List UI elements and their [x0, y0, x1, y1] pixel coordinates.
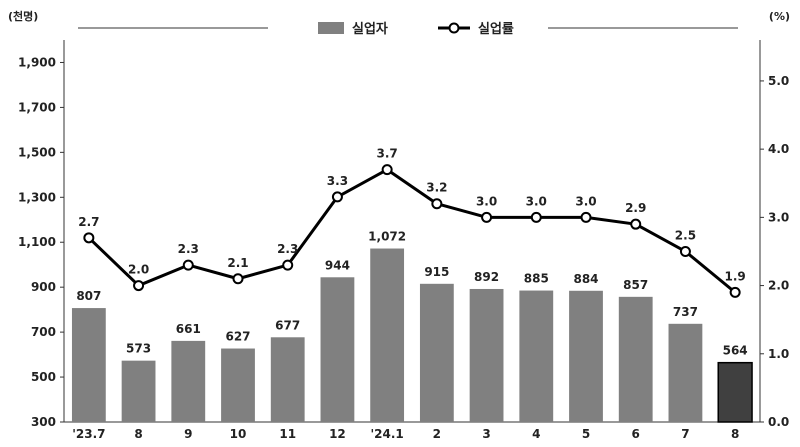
legend-bar-label: 실업자: [352, 21, 388, 37]
rate-point: [182, 259, 194, 271]
x-tick-label: 11: [279, 427, 296, 441]
x-tick-label: 8: [134, 427, 142, 441]
bar-value-label: 627: [225, 330, 250, 344]
left-tick-label: 1,900: [18, 55, 56, 69]
left-tick-label: 900: [31, 280, 56, 294]
left-tick-label: 1,500: [18, 145, 56, 159]
rate-point: [729, 286, 741, 298]
bar: [519, 290, 554, 422]
left-tick-label: 1,700: [18, 100, 56, 114]
left-tick-label: 700: [31, 325, 56, 339]
rate-point: [530, 211, 542, 223]
legend-line-label: 실업률: [478, 21, 514, 37]
bar: [419, 283, 454, 422]
bar-value-label: 573: [126, 342, 151, 356]
right-tick-label: 2.0: [768, 279, 789, 293]
right-tick-label: 1.0: [768, 347, 789, 361]
bar-value-label: 915: [424, 265, 449, 279]
plot-area: 300 500 700 900 1,100 1,300 1,500 1,700 1,900 0.0…: [18, 40, 789, 441]
bar-value-label: 885: [524, 272, 549, 286]
right-axis-unit: (%): [769, 10, 790, 23]
x-tick-label: 9: [184, 427, 192, 441]
left-tick-label: 1,300: [18, 190, 56, 204]
bar: [618, 296, 653, 422]
rate-point: [232, 273, 244, 285]
bar: [717, 361, 753, 423]
bar: [71, 308, 106, 422]
rate-value-label: 2.1: [227, 256, 248, 270]
rate-value-label: 2.0: [128, 263, 149, 277]
bar-value-label: 944: [325, 258, 350, 272]
left-axis-unit: (천명): [8, 9, 38, 23]
x-tick-label: 7: [681, 427, 689, 441]
rate-value-label: 2.7: [78, 215, 99, 229]
bar-value-label: 677: [275, 318, 300, 332]
right-tick-label: 4.0: [768, 142, 789, 156]
rate-point: [481, 211, 493, 223]
rate-point: [381, 164, 393, 176]
rate-point: [630, 218, 642, 230]
rate-value-label: 3.0: [476, 194, 497, 208]
x-tick-label: 8: [731, 427, 739, 441]
bar-value-label: 564: [723, 344, 748, 358]
legend: 실업자 실업률: [318, 21, 514, 37]
rate-value-label: 3.0: [526, 194, 547, 208]
x-tick-label: 6: [632, 427, 640, 441]
x-tick-label: 4: [532, 427, 540, 441]
rate-value-label: 3.7: [377, 147, 398, 161]
bar: [569, 290, 603, 422]
x-tick-label: 12: [329, 427, 346, 441]
rate-point: [431, 198, 443, 210]
left-tick-label: 500: [31, 370, 56, 384]
rate-value-label: 3.0: [575, 194, 596, 208]
rate-point: [679, 245, 691, 257]
bar: [121, 360, 156, 422]
legend-line-marker: [448, 22, 460, 34]
rate-value-label: 2.3: [178, 242, 199, 256]
x-tick-label: 10: [230, 427, 247, 441]
bar-value-label: 661: [176, 322, 201, 336]
right-tick-label: 3.0: [768, 210, 789, 224]
bar: [469, 288, 504, 422]
rate-line: [87, 168, 737, 294]
rate-point: [83, 232, 95, 244]
left-tick-label: 300: [31, 415, 56, 429]
right-tick-label: 5.0: [768, 74, 789, 88]
rate-value-label: 2.5: [675, 228, 696, 242]
left-tick-label: 1,100: [18, 235, 56, 249]
x-tick-label: 3: [482, 427, 490, 441]
rate-point: [282, 259, 294, 271]
legend-bar-swatch: [318, 22, 344, 34]
rate-value-label: 2.9: [625, 201, 646, 215]
bar: [370, 248, 405, 422]
rate-point: [331, 191, 343, 203]
x-tick-label: '24.1: [371, 427, 404, 441]
rate-value-label: 1.9: [725, 269, 746, 283]
rate-point: [580, 211, 592, 223]
bar-value-label: 1,072: [368, 230, 406, 244]
bar-value-label: 737: [673, 305, 698, 319]
bar-value-label: 857: [623, 278, 648, 292]
bar-value-label: 892: [474, 270, 499, 284]
bar: [270, 337, 305, 422]
rate-value-label: 2.3: [277, 242, 298, 256]
bar: [668, 323, 703, 422]
rate-point: [133, 280, 145, 292]
bar: [320, 277, 355, 422]
right-tick-label: 0.0: [768, 415, 789, 429]
bar: [221, 348, 255, 422]
rate-value-label: 3.2: [426, 181, 447, 195]
rate-value-label: 3.3: [327, 174, 348, 188]
bar-value-label: 807: [76, 289, 101, 303]
bar: [171, 340, 206, 422]
x-tick-label: 5: [582, 427, 590, 441]
x-tick-label: 2: [433, 427, 441, 441]
bar-value-label: 884: [573, 272, 598, 286]
x-tick-label: '23.7: [72, 427, 105, 441]
